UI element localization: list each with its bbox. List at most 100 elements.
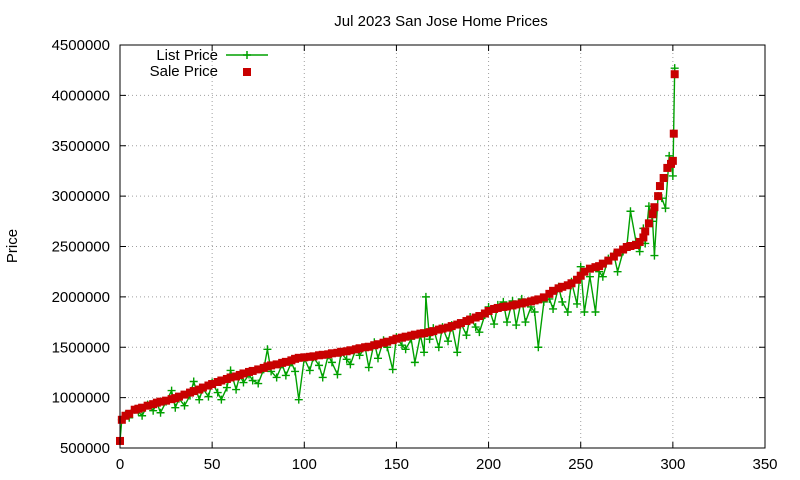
list-price-point	[248, 376, 257, 385]
x-tick-label: 50	[204, 456, 221, 473]
sale-price-point	[613, 248, 622, 257]
list-price-point	[213, 388, 222, 397]
sale-price-point	[309, 352, 318, 361]
sale-price-point	[466, 315, 475, 324]
list-price-point	[364, 363, 373, 372]
list-price-point	[668, 171, 677, 180]
list-price-point	[421, 292, 430, 301]
list-price-point	[434, 343, 443, 352]
sale-price-point	[635, 237, 644, 246]
list-price-point	[180, 401, 189, 410]
sale-price-point	[573, 275, 582, 284]
sale-price-point	[355, 344, 364, 353]
y-axis-tick-labels: 500000 1000000 1500000 2000000 2500000 300000…	[52, 37, 110, 457]
y-axis-label: Price	[4, 229, 21, 263]
y-tick-label: 4000000	[52, 87, 110, 104]
plot-series	[116, 64, 679, 445]
list-price-point	[512, 321, 521, 330]
list-price-point	[530, 307, 539, 316]
list-price-point	[558, 297, 567, 306]
y-tick-label: 1000000	[52, 390, 110, 407]
list-price-point	[167, 386, 176, 395]
y-tick-label: 500000	[60, 440, 110, 457]
sale-price-point	[383, 337, 392, 346]
sale-price-point	[534, 295, 543, 304]
sale-price-point	[254, 365, 263, 374]
list-price-point	[420, 348, 429, 357]
sale-price-point	[549, 286, 558, 295]
list-price-point	[291, 367, 300, 376]
sale-price-point	[639, 233, 648, 242]
list-price-point	[318, 373, 327, 382]
list-price-point	[661, 204, 670, 213]
list-price-point	[471, 323, 480, 332]
sale-price-point	[576, 271, 585, 280]
x-tick-label: 300	[660, 456, 685, 473]
list-price-point	[195, 395, 204, 404]
sale-price-point	[420, 329, 429, 338]
sale-price-point	[669, 129, 678, 138]
sale-price-point	[567, 279, 576, 288]
list-price-point	[425, 335, 434, 344]
list-price-point	[521, 318, 530, 327]
list-price-point	[410, 358, 419, 367]
list-price-point	[397, 341, 406, 350]
sale-price-point	[609, 252, 618, 261]
y-tick-label: 2500000	[52, 239, 110, 256]
list-price-point	[580, 307, 589, 316]
legend-marker-list-price	[243, 51, 251, 59]
y-tick-label: 2000000	[52, 289, 110, 306]
sale-price-point	[558, 282, 567, 291]
sale-price-point	[410, 330, 419, 339]
sale-price-point	[208, 380, 217, 389]
sale-price-point	[174, 392, 183, 401]
sale-price-point	[346, 346, 355, 355]
sale-price-point	[644, 219, 653, 228]
list-price-point	[503, 318, 511, 327]
list-price-point	[263, 345, 272, 354]
x-tick-label: 200	[476, 456, 501, 473]
sale-price-point	[598, 259, 607, 268]
list-price-point	[327, 358, 336, 367]
list-price-point	[388, 365, 397, 374]
y-tick-label: 1500000	[52, 339, 110, 356]
sale-price-point	[512, 300, 521, 309]
sale-price-point	[125, 409, 134, 418]
sale-price-point	[138, 403, 147, 412]
sale-price-point	[374, 340, 382, 349]
list-price-point	[315, 361, 324, 370]
sale-price-point	[300, 353, 309, 362]
list-price-point	[444, 337, 453, 346]
sale-price-point	[294, 353, 303, 362]
list-price-point	[217, 395, 226, 404]
sale-price-point	[585, 264, 594, 273]
list-price-point	[232, 385, 241, 394]
sale-price-point	[493, 303, 502, 312]
list-price-point	[534, 343, 543, 352]
sale-price-point	[447, 322, 456, 331]
sale-price-point	[668, 156, 677, 165]
y-tick-label: 3500000	[52, 138, 110, 155]
sale-price-point	[580, 267, 589, 276]
list-price-point	[333, 370, 342, 379]
sale-price-point	[318, 350, 327, 359]
sale-price-point	[281, 357, 290, 366]
sale-price-point	[655, 182, 664, 191]
list-price-point	[573, 299, 582, 308]
sale-price-point	[503, 302, 511, 311]
list-price-point	[272, 373, 281, 382]
list-price-point	[342, 355, 351, 364]
sale-price-point	[539, 293, 548, 302]
list-price-point	[613, 267, 622, 276]
legend: List Price Sale Price	[150, 47, 268, 80]
sale-price-point	[475, 312, 484, 321]
x-tick-label: 0	[116, 456, 124, 473]
list-price-point	[598, 272, 607, 281]
list-price-point	[453, 348, 462, 357]
chart-title: Jul 2023 San Jose Home Prices	[334, 13, 547, 30]
list-price-point	[254, 379, 263, 388]
legend-marker-sale-price	[243, 68, 251, 76]
list-price-point	[226, 366, 235, 375]
